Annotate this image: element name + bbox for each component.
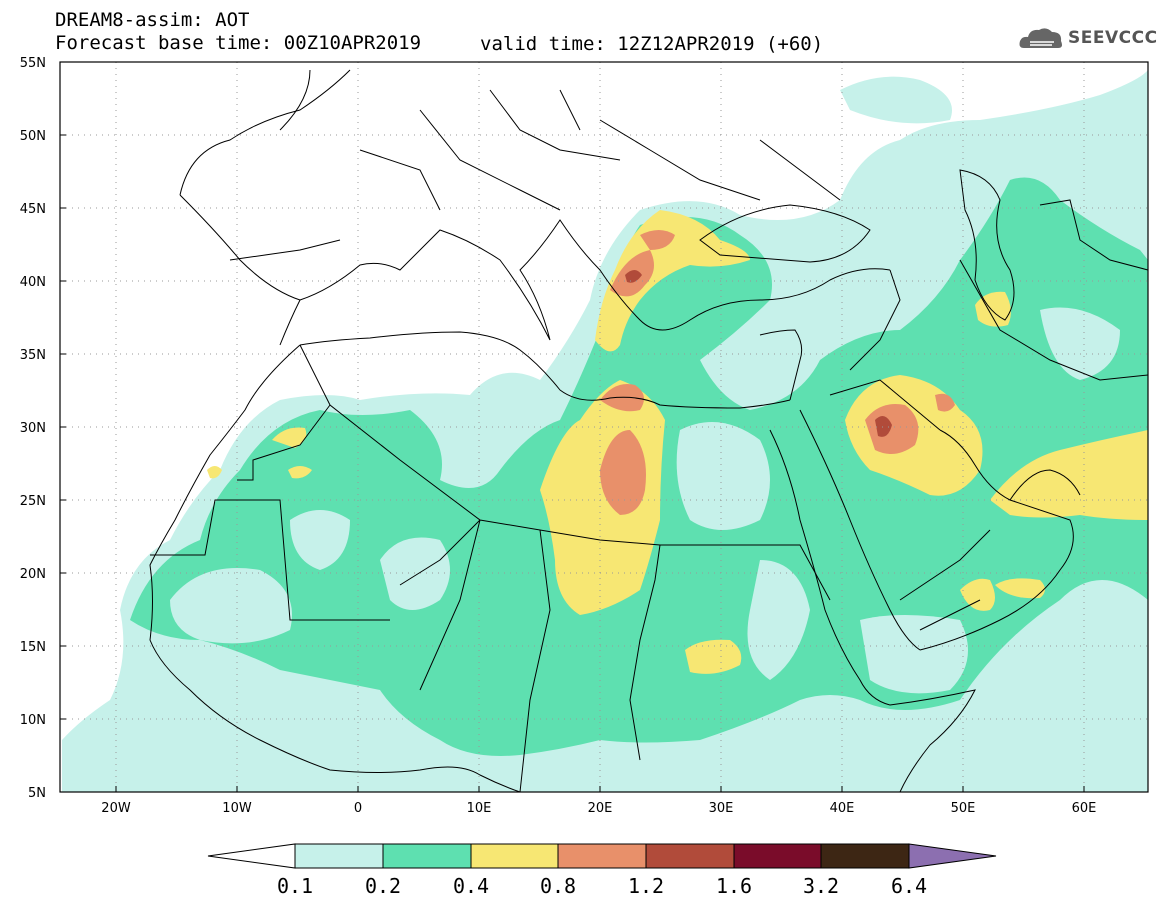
lat-label-50n: 50N bbox=[20, 129, 46, 144]
aot-field bbox=[62, 70, 1148, 792]
lon-label-10e: 10E bbox=[467, 801, 492, 816]
lon-label-40e: 40E bbox=[830, 801, 855, 816]
colorbar-swatch-0.8-1.2 bbox=[557, 843, 647, 869]
colorbar-swatch-0.1-0.2 bbox=[294, 843, 384, 869]
lon-label-20e: 20E bbox=[588, 801, 613, 816]
lat-label-45n: 45N bbox=[20, 202, 46, 217]
lon-label-50e: 50E bbox=[951, 801, 976, 816]
colorbar-low-arrow bbox=[207, 843, 296, 869]
axis-ticks bbox=[60, 61, 1085, 793]
lon-label-0: 0 bbox=[354, 801, 362, 816]
model-title: DREAM8-assim: AOT bbox=[55, 9, 250, 31]
seevccc-cloud-icon bbox=[1019, 28, 1062, 48]
colorbar-label-1.2: 1.2 bbox=[628, 874, 664, 898]
coastlines bbox=[149, 69, 1148, 792]
aot-contour-1.2-iraq bbox=[875, 416, 892, 437]
aot-contour-0.4-algeria bbox=[288, 466, 312, 479]
lon-label-30e: 30E bbox=[709, 801, 734, 816]
aot-contour-0.4-morocco bbox=[272, 427, 307, 448]
aot-contour-0.1-hole bbox=[676, 422, 770, 530]
aot-contour-0.4-balkans bbox=[595, 210, 750, 352]
colorbar-swatch-0.4-0.8 bbox=[470, 843, 559, 869]
colorbar-label-1.6: 1.6 bbox=[716, 874, 752, 898]
lat-label-55n: 55N bbox=[20, 56, 46, 71]
lat-label-10n: 10N bbox=[20, 713, 46, 728]
lat-label-15n: 15N bbox=[20, 640, 46, 655]
colorbar-swatch-3.2-6.4 bbox=[820, 843, 910, 869]
lon-labels: 20W 10W 0 10E 20E 30E 40E 50E 60E bbox=[101, 801, 1096, 816]
aot-contour-0.1-hole bbox=[747, 560, 810, 680]
aot-contour-0.8-libya bbox=[600, 430, 646, 515]
aot-contour-0.4-wsahara bbox=[207, 466, 222, 479]
lat-label-30n: 30N bbox=[20, 421, 46, 436]
lon-label-10w: 10W bbox=[222, 801, 252, 816]
aot-contour-0.4-oman bbox=[995, 578, 1045, 599]
colorbar-high-arrow bbox=[908, 843, 997, 869]
logo-text: SEEVCCC bbox=[1068, 28, 1158, 48]
colorbar-swatch-1.2-1.6 bbox=[645, 843, 735, 869]
colorbar-label-0.4: 0.4 bbox=[453, 874, 489, 898]
map-grid bbox=[60, 62, 1148, 792]
lon-label-20w: 20W bbox=[101, 801, 131, 816]
aot-contour-0.1-hole bbox=[1040, 307, 1120, 380]
lat-label-5n: 5N bbox=[28, 786, 46, 801]
aot-contour-0.1-north bbox=[840, 76, 952, 124]
lat-label-35n: 35N bbox=[20, 348, 46, 363]
colorbar-swatch-1.6-3.2 bbox=[733, 843, 822, 869]
lat-labels: 55N 50N 45N 40N 35N 30N 25N 20N 15N 10N … bbox=[20, 56, 46, 801]
lat-label-40n: 40N bbox=[20, 275, 46, 290]
aot-contour-0.1-hole bbox=[380, 537, 450, 610]
aot-contour-0.4-gulf bbox=[990, 430, 1148, 520]
colorbar-label-0.2: 0.2 bbox=[365, 874, 401, 898]
aot-contour-0.4-arabia bbox=[960, 578, 995, 611]
colorbar bbox=[207, 843, 997, 869]
colorbar-labels: 0.1 0.2 0.4 0.8 1.2 1.6 3.2 6.4 bbox=[277, 874, 927, 898]
aot-contour-0.4-sudan bbox=[685, 639, 742, 674]
forecast-base-time: Forecast base time: 00Z10APR2019 bbox=[55, 32, 422, 54]
aot-contour-0.8-iraq bbox=[865, 404, 919, 454]
aot-contour-1.2-greece bbox=[625, 270, 642, 283]
aot-contour-0.1-hole bbox=[170, 568, 292, 644]
lat-label-25n: 25N bbox=[20, 494, 46, 509]
colorbar-label-3.2: 3.2 bbox=[803, 874, 839, 898]
aot-contour-0.8-kuwait bbox=[935, 393, 955, 412]
colorbar-label-6.4: 6.4 bbox=[891, 874, 927, 898]
aot-contour-0.8-bulgaria bbox=[640, 230, 675, 250]
lat-label-20n: 20N bbox=[20, 567, 46, 582]
valid-time: valid time: 12Z12APR2019 (+60) bbox=[480, 33, 824, 55]
aot-contour-0.1-hole bbox=[860, 615, 968, 694]
aot-contour-0.1-hole bbox=[290, 510, 350, 570]
colorbar-label-0.8: 0.8 bbox=[540, 874, 576, 898]
colorbar-label-0.1: 0.1 bbox=[277, 874, 313, 898]
colorbar-swatch-0.2-0.4 bbox=[382, 843, 472, 869]
lon-label-60e: 60E bbox=[1072, 801, 1097, 816]
